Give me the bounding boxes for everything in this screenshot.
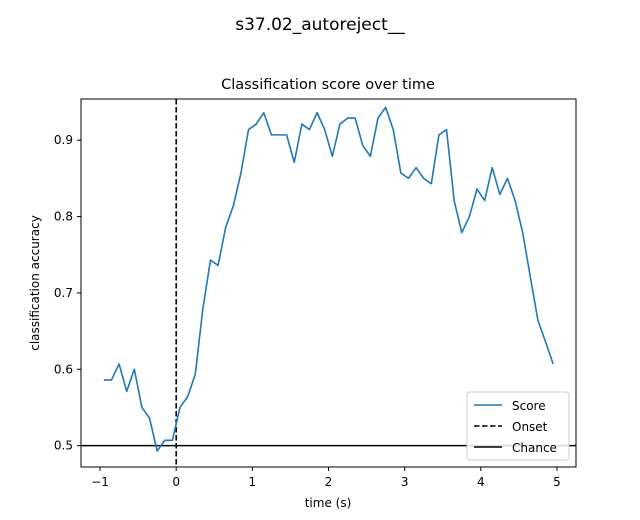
x-tick-label: 3 — [401, 475, 409, 489]
y-tick-label: 0.5 — [54, 439, 73, 453]
legend: Score Onset Chance — [466, 391, 570, 461]
chart-title: Classification score over time — [221, 77, 435, 93]
y-tick-label: 0.6 — [54, 362, 73, 376]
x-axis-label: time (s) — [305, 496, 352, 510]
x-tick-label: 1 — [249, 475, 257, 489]
legend-frame — [466, 391, 570, 461]
y-tick-label: 0.7 — [54, 286, 73, 300]
y-tick-label: 0.8 — [54, 210, 73, 224]
x-tick-label: 2 — [325, 475, 333, 489]
score-series-line — [103, 106, 554, 452]
y-axis-label: classification accuracy — [28, 215, 42, 351]
x-tick-label: 5 — [553, 475, 561, 489]
x-tick-label: 4 — [477, 475, 485, 489]
legend-chance-label: Chance — [512, 441, 557, 455]
figure-suptitle: s37.02_autoreject__ — [235, 15, 405, 35]
plot-area: −1 0 1 2 3 4 5 0.5 0.6 0.7 0.8 0.9 — [54, 98, 577, 489]
y-tick-label: 0.9 — [54, 133, 73, 147]
legend-score-label: Score — [512, 399, 546, 413]
legend-onset-label: Onset — [512, 420, 548, 434]
x-tick-label: 0 — [172, 475, 180, 489]
x-axis-ticks: −1 0 1 2 3 4 5 — [91, 467, 561, 489]
y-axis-ticks: 0.5 0.6 0.7 0.8 0.9 — [54, 133, 81, 453]
x-tick-label: −1 — [91, 475, 109, 489]
series-layer — [103, 106, 554, 452]
